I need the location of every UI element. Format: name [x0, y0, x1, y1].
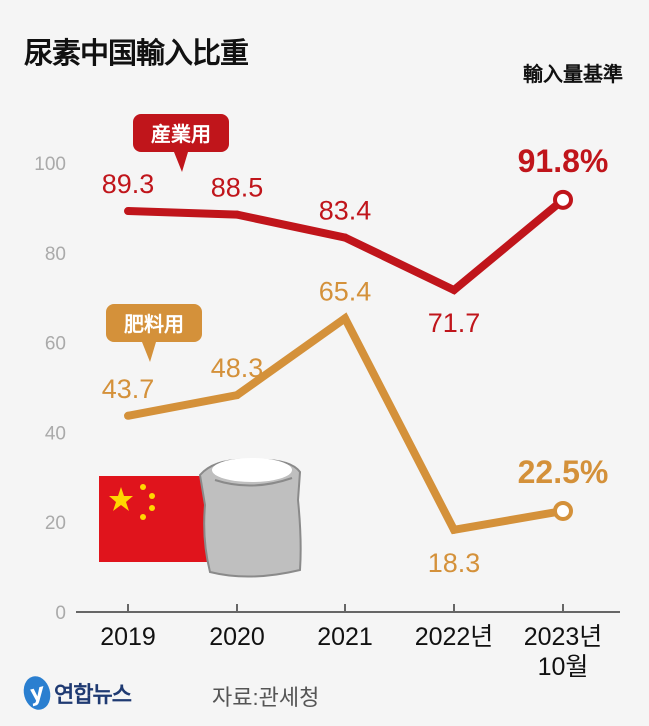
x-tick-label: 10월 — [538, 653, 589, 681]
data-label: 18.3 — [428, 548, 481, 578]
legend-label: 産業用 — [151, 122, 211, 146]
data-point — [341, 233, 349, 242]
data-point — [553, 189, 573, 210]
data-point — [233, 210, 241, 219]
data-label: 88.5 — [211, 173, 264, 203]
data-label: 43.7 — [102, 374, 155, 404]
legend-fertilizer: 肥料用 — [106, 304, 202, 362]
data-label: 89.3 — [102, 169, 155, 199]
legend-industrial: 産業用 — [133, 114, 229, 172]
data-label: 71.7 — [428, 308, 481, 338]
y-tick-label: 0 — [55, 603, 66, 624]
chart-subtitle: 輸入量基準 — [523, 62, 623, 86]
yonhap-logo: y 연합뉴스 — [20, 673, 132, 713]
urea-sack-illustration — [198, 458, 302, 578]
x-tick-label: 2021 — [317, 623, 373, 651]
logo-text: 연합뉴스 — [54, 683, 132, 708]
source-text: 자료:관세청 — [212, 685, 320, 710]
x-tick-label: 2022년 — [415, 623, 494, 651]
chart-title: 尿素中国輸入比重 — [24, 36, 249, 70]
y-tick-label: 20 — [45, 513, 66, 534]
data-point — [450, 286, 458, 295]
data-label: 91.8% — [518, 143, 609, 179]
data-point — [233, 391, 241, 400]
y-tick-label: 40 — [45, 423, 66, 444]
x-tick-label: 2023년 — [524, 623, 603, 651]
data-point — [124, 411, 132, 420]
china-flag-illustration — [99, 476, 211, 562]
y-tick-label: 100 — [34, 154, 66, 175]
x-tick-label: 2019 — [100, 623, 156, 651]
data-point — [124, 207, 132, 216]
y-tick-label: 60 — [45, 334, 66, 355]
x-tick-label: 2020 — [209, 623, 265, 651]
y-tick-label: 80 — [45, 244, 66, 265]
yonhap-logo-icon: y — [20, 673, 54, 713]
data-label: 65.4 — [319, 276, 372, 306]
data-point — [553, 500, 573, 521]
data-label: 48.3 — [211, 353, 264, 383]
data-label: 22.5% — [518, 454, 609, 490]
legend-label: 肥料用 — [124, 312, 184, 336]
data-point — [450, 525, 458, 534]
data-point — [341, 314, 349, 323]
data-label: 83.4 — [319, 196, 372, 226]
